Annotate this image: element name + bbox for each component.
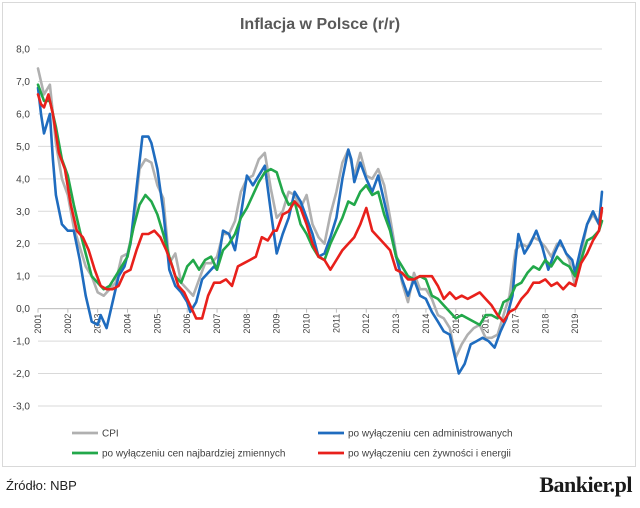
chart: Inflacja w Polsce (r/r) 8,0 7,0 6,0 5,0 4,0 3… [13, 16, 604, 460]
y-tick-label: 0,0 [16, 304, 30, 315]
y-tick-label: 5,0 [16, 142, 30, 153]
series-line-3 [36, 93, 604, 323]
legend-label: po wyłączeniu cen żywności i energii [348, 449, 511, 460]
x-tick-label: 2005 [152, 314, 162, 334]
legend-label: CPI [102, 429, 119, 440]
chart-title: Inflacja w Polsce (r/r) [240, 16, 400, 33]
x-tick-label: 2009 [272, 314, 282, 334]
x-tick-label: 2008 [242, 314, 252, 334]
y-tick-label: 7,0 [16, 77, 30, 88]
x-tick-label: 2002 [63, 314, 73, 334]
y-tick-label: 2,0 [16, 239, 30, 250]
x-tick-label: 2006 [182, 314, 192, 334]
source-note: Źródło: NBP [6, 478, 77, 493]
x-tick-label: 2017 [510, 314, 520, 334]
y-tick-label: -3,0 [13, 402, 31, 413]
x-tick-label: 2019 [570, 314, 580, 334]
chart-frame [2, 2, 636, 467]
series-line-2 [36, 83, 604, 327]
y-tick-label: 6,0 [16, 109, 30, 120]
y-tick-label: -1,0 [13, 337, 31, 348]
x-tick-label: 2001 [33, 314, 43, 334]
brand-logo[interactable]: Bankier.pl [539, 472, 632, 497]
x-tick-label: 2013 [391, 314, 401, 334]
x-tick-label: 2016 [481, 314, 491, 334]
x-tick-label: 2010 [302, 314, 312, 334]
x-tick-label: 2004 [123, 314, 133, 334]
x-tick-label: 2007 [212, 314, 222, 334]
x-tick-label: 2012 [361, 314, 371, 334]
legend-label: po wyłączeniu cen najbardziej zmiennych [102, 449, 285, 460]
x-tick-label: 2014 [421, 314, 431, 334]
legend-label: po wyłączeniu cen administrowanych [348, 429, 513, 440]
y-tick-label: 3,0 [16, 207, 30, 218]
x-tick-label: 2011 [331, 314, 341, 333]
y-tick-label: 4,0 [16, 174, 30, 185]
x-tick-label: 2015 [451, 314, 461, 334]
y-tick-label: -2,0 [13, 369, 31, 380]
y-tick-label: 8,0 [16, 45, 30, 56]
y-tick-label: 1,0 [16, 272, 30, 283]
x-tick-label: 2018 [540, 314, 550, 334]
